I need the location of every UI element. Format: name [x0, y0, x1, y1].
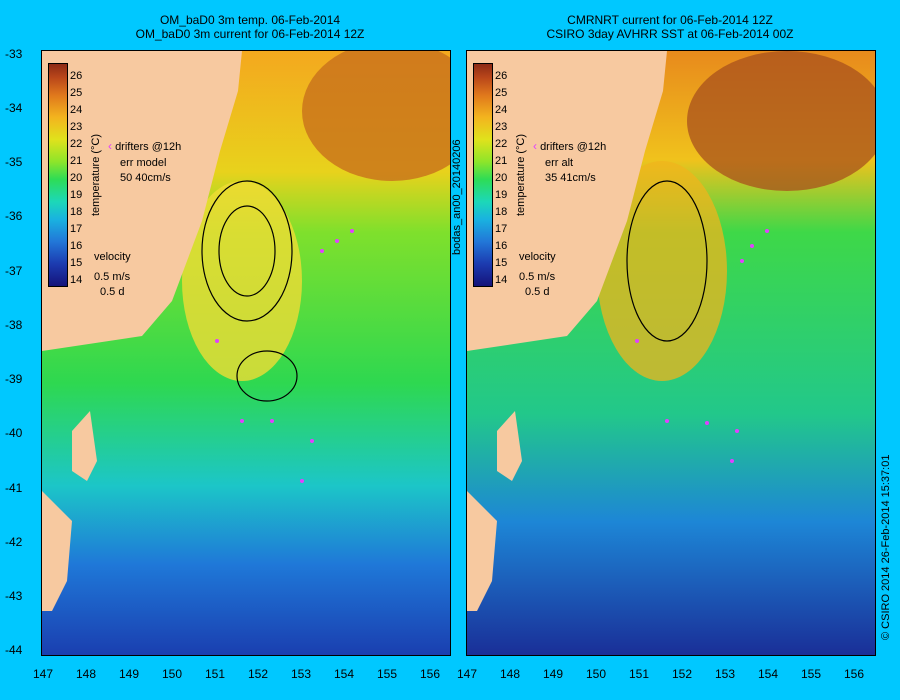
right-color-legend [473, 63, 493, 287]
x-tick-left: 153 [291, 667, 312, 681]
left-legend-tick: 18 [70, 206, 83, 218]
left-color-legend [48, 63, 68, 287]
y-tick: -41 [5, 481, 23, 495]
x-tick-right: 149 [543, 667, 564, 681]
x-tick-right: 153 [715, 667, 736, 681]
right-map[interactable]: 26 25 24 23 22 21 20 19 18 17 16 15 14 t… [466, 50, 876, 656]
left-title-line1: OM_baD0 3m temp. 06-Feb-2014 [159, 13, 341, 27]
right-legend-tick: 14 [495, 274, 508, 286]
left-legend-tick: 23 [70, 121, 83, 133]
right-legend-tick: 16 [495, 240, 508, 252]
drifter-icon: ‹ [108, 139, 112, 153]
right-legend-tick: 26 [495, 70, 508, 82]
y-tick: -34 [5, 101, 23, 115]
y-tick: -42 [5, 535, 23, 549]
x-tick-left: 148 [76, 667, 97, 681]
x-tick-left: 154 [334, 667, 355, 681]
x-tick-right: 156 [844, 667, 865, 681]
left-legend-tick: 21 [70, 155, 83, 167]
right-velocity-scale: 0.5 m/s [519, 271, 556, 283]
x-tick-left: 152 [248, 667, 269, 681]
right-velocity-days: 0.5 d [525, 286, 550, 298]
right-legend-tick: 22 [495, 138, 508, 150]
right-legend-tick: 15 [495, 257, 508, 269]
left-map[interactable]: 26 25 24 23 22 21 20 19 18 17 16 15 14 t… [41, 50, 451, 656]
left-legend-tick: 14 [70, 274, 83, 286]
x-tick-right: 150 [586, 667, 607, 681]
y-tick: -38 [5, 318, 23, 332]
right-legend-tick: 17 [495, 223, 508, 235]
side-label-mid: bodas_an00_20140206 [451, 139, 463, 255]
right-legend-tick: 24 [495, 104, 508, 116]
right-legend-tick: 21 [495, 155, 508, 167]
left-err-label: err model [120, 157, 167, 169]
drifter-icon: ‹ [533, 139, 537, 153]
right-drifters-label: drifters @12h [540, 141, 607, 153]
left-legend-tick: 22 [70, 138, 83, 150]
y-tick: -39 [5, 372, 23, 386]
x-tick-left: 149 [119, 667, 140, 681]
right-legend-tick: 19 [495, 189, 508, 201]
side-label-right: © CSIRO 2014 26-Feb-2014 15:37:01 [880, 454, 892, 640]
right-err-values: 35 41cm/s [545, 172, 596, 184]
left-legend-tick: 15 [70, 257, 83, 269]
left-map-svg [42, 51, 450, 655]
right-err-label: err alt [545, 157, 574, 169]
right-legend-tick: 23 [495, 121, 508, 133]
left-velocity-label: velocity [94, 251, 131, 263]
left-velocity-scale: 0.5 m/s [94, 271, 131, 283]
left-legend-tick: 24 [70, 104, 83, 116]
x-tick-right: 154 [758, 667, 779, 681]
left-legend-title: temperature (°C) [90, 133, 102, 216]
left-legend-tick: 20 [70, 172, 83, 184]
right-legend-title: temperature (°C) [515, 133, 527, 216]
right-map-svg [467, 51, 875, 655]
right-drifters-key: ‹ drifters @12h [533, 139, 606, 153]
left-drifters-key: ‹ drifters @12h [108, 139, 181, 153]
left-legend-tick: 25 [70, 87, 83, 99]
y-tick: -37 [5, 264, 23, 278]
left-legend-tick: 19 [70, 189, 83, 201]
x-tick-left: 155 [377, 667, 398, 681]
right-title-line2: CSIRO 3day AVHRR SST at 06-Feb-2014 00Z [546, 27, 794, 41]
x-tick-left: 150 [162, 667, 183, 681]
y-tick: -33 [5, 47, 23, 61]
left-drifters-label: drifters @12h [115, 141, 182, 153]
x-tick-right: 152 [672, 667, 693, 681]
right-legend-tick: 18 [495, 206, 508, 218]
y-tick: -40 [5, 426, 23, 440]
y-tick: -35 [5, 155, 23, 169]
x-tick-left: 151 [205, 667, 226, 681]
left-err-values: 50 40cm/s [120, 172, 171, 184]
x-tick-right: 155 [801, 667, 822, 681]
left-legend-tick: 16 [70, 240, 83, 252]
x-tick-right: 151 [629, 667, 650, 681]
y-tick: -44 [5, 643, 23, 657]
left-title: OM_baD0 3m temp. 06-Feb-2014 OM_baD0 3m … [40, 13, 460, 41]
right-velocity-label: velocity [519, 251, 556, 263]
left-velocity-days: 0.5 d [100, 286, 125, 298]
x-tick-left: 147 [33, 667, 54, 681]
y-tick: -36 [5, 209, 23, 223]
right-legend-tick: 20 [495, 172, 508, 184]
x-tick-left: 156 [420, 667, 441, 681]
x-tick-right: 147 [457, 667, 478, 681]
left-legend-tick: 17 [70, 223, 83, 235]
right-title-line1: CMRNRT current for 06-Feb-2014 12Z [567, 13, 773, 27]
left-legend-tick: 26 [70, 70, 83, 82]
right-legend-tick: 25 [495, 87, 508, 99]
x-tick-right: 148 [500, 667, 521, 681]
left-title-line2: OM_baD0 3m current for 06-Feb-2014 12Z [135, 27, 365, 41]
right-title: CMRNRT current for 06-Feb-2014 12Z CSIRO… [460, 13, 880, 41]
y-tick: -43 [5, 589, 23, 603]
